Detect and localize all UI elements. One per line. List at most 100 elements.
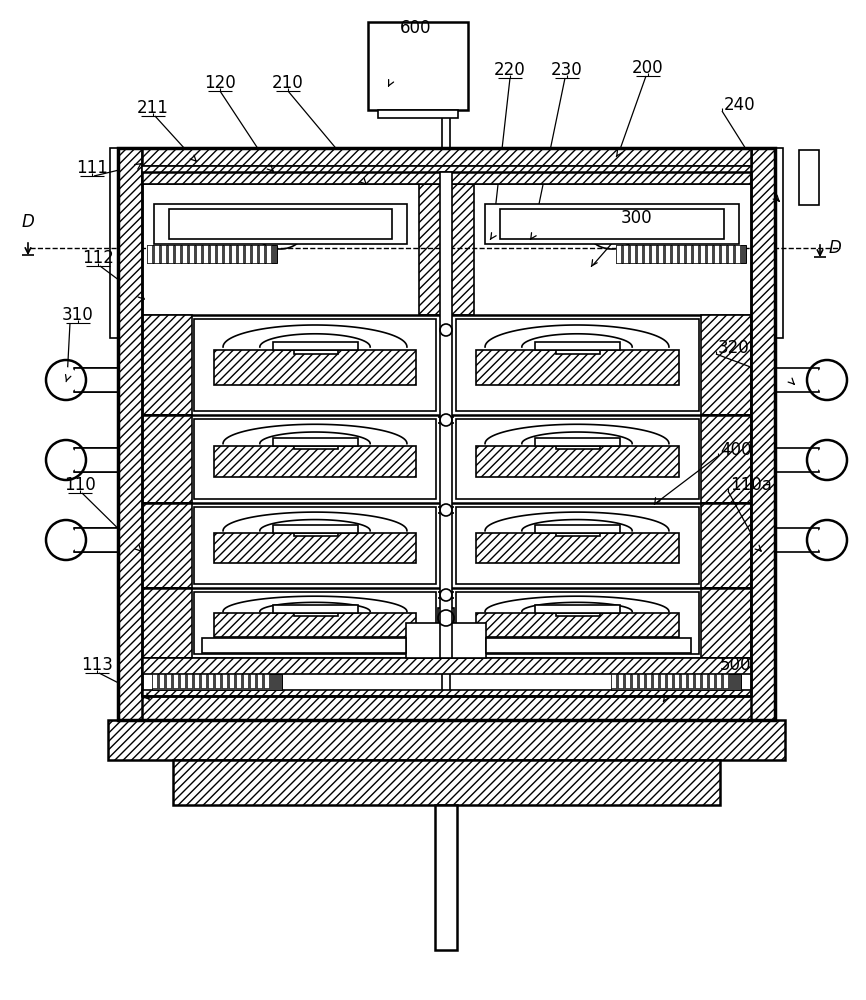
Text: 230: 230: [551, 61, 583, 79]
Bar: [173, 760, 720, 805]
Text: 111: 111: [76, 159, 108, 177]
Bar: [294, 446, 338, 449]
Bar: [142, 415, 192, 503]
Bar: [435, 805, 457, 950]
Bar: [535, 605, 620, 613]
Bar: [194, 592, 436, 654]
Bar: [152, 674, 157, 688]
Bar: [118, 148, 142, 720]
Bar: [775, 148, 783, 338]
Bar: [639, 674, 644, 688]
Bar: [243, 674, 248, 688]
Bar: [210, 245, 215, 263]
Bar: [202, 638, 406, 653]
Bar: [646, 674, 651, 688]
Bar: [556, 613, 599, 616]
Text: D: D: [829, 239, 842, 257]
Circle shape: [815, 528, 839, 552]
Bar: [378, 110, 458, 118]
Bar: [154, 245, 159, 263]
Bar: [700, 245, 705, 263]
Bar: [406, 623, 486, 658]
Circle shape: [54, 448, 78, 472]
Bar: [651, 245, 656, 263]
Bar: [419, 184, 474, 315]
Bar: [751, 148, 775, 720]
Bar: [456, 419, 699, 499]
Bar: [142, 658, 751, 674]
Bar: [264, 674, 269, 688]
Bar: [273, 525, 358, 533]
Bar: [535, 438, 620, 446]
Text: 211: 211: [137, 99, 169, 117]
Bar: [500, 209, 724, 239]
Bar: [222, 674, 227, 688]
Bar: [611, 674, 741, 690]
Text: 110a: 110a: [730, 476, 772, 494]
Bar: [166, 674, 171, 688]
Bar: [194, 319, 436, 411]
Bar: [273, 342, 358, 350]
Bar: [217, 245, 222, 263]
Bar: [681, 674, 686, 688]
Text: 310: 310: [62, 306, 94, 324]
Bar: [252, 245, 257, 263]
Bar: [723, 674, 728, 688]
Bar: [438, 608, 454, 658]
Bar: [168, 245, 173, 263]
Bar: [142, 172, 751, 696]
Bar: [486, 638, 691, 653]
Bar: [701, 315, 751, 415]
Text: 400: 400: [720, 441, 752, 459]
Bar: [658, 245, 663, 263]
Bar: [203, 245, 208, 263]
Bar: [194, 507, 436, 584]
Bar: [273, 605, 358, 613]
Text: 320: 320: [718, 339, 750, 357]
Bar: [118, 696, 775, 720]
Bar: [208, 674, 213, 688]
Circle shape: [54, 368, 78, 392]
Bar: [238, 245, 243, 263]
Bar: [644, 245, 649, 263]
Bar: [476, 350, 679, 385]
Bar: [709, 674, 714, 688]
Bar: [147, 245, 152, 263]
Bar: [456, 592, 699, 654]
Bar: [701, 588, 751, 658]
Bar: [231, 245, 236, 263]
Bar: [214, 446, 416, 477]
Bar: [440, 172, 452, 658]
Bar: [215, 674, 220, 688]
Bar: [625, 674, 630, 688]
Bar: [245, 245, 250, 263]
Bar: [182, 245, 187, 263]
Text: 113: 113: [81, 656, 113, 674]
Bar: [236, 674, 241, 688]
Bar: [721, 245, 726, 263]
Bar: [660, 674, 665, 688]
Bar: [154, 204, 407, 244]
Bar: [653, 674, 658, 688]
Bar: [175, 245, 180, 263]
Bar: [707, 245, 712, 263]
Bar: [224, 245, 229, 263]
Bar: [294, 613, 338, 616]
Bar: [196, 245, 201, 263]
Bar: [556, 533, 599, 536]
Bar: [147, 245, 277, 263]
Text: 110: 110: [64, 476, 96, 494]
Bar: [368, 22, 468, 110]
Text: 120: 120: [204, 74, 236, 92]
Bar: [194, 419, 436, 499]
Bar: [108, 720, 785, 760]
Bar: [259, 245, 264, 263]
Bar: [180, 674, 185, 688]
Bar: [476, 533, 679, 563]
Bar: [702, 674, 707, 688]
Bar: [623, 245, 628, 263]
Bar: [250, 674, 255, 688]
Bar: [679, 245, 684, 263]
Bar: [294, 350, 338, 354]
Bar: [74, 368, 118, 392]
